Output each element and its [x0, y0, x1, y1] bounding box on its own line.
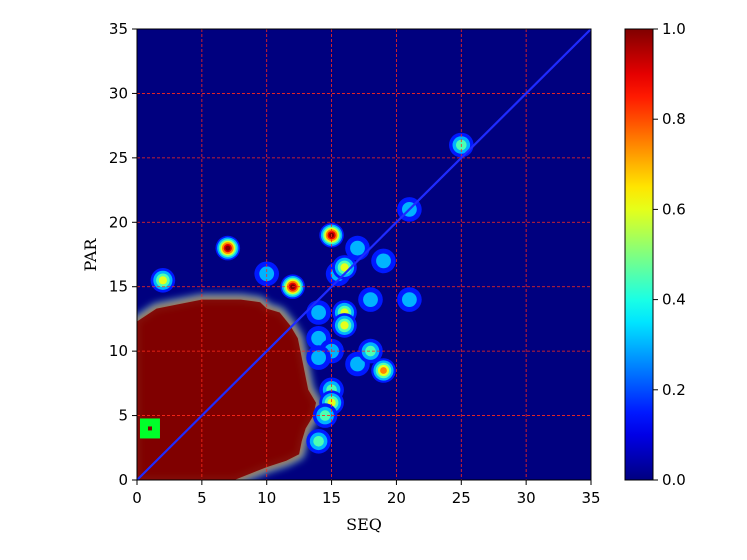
x-tick-label: 0	[132, 489, 142, 507]
hotspot-ring	[350, 356, 365, 372]
x-tick-label: 10	[257, 489, 276, 507]
hotspot	[358, 338, 383, 364]
x-axis: 0 5 10 15 20 25 30 35	[132, 480, 601, 507]
hotspot-ring	[376, 253, 391, 269]
y-tick-label: 0	[118, 471, 128, 489]
marker-center	[147, 426, 152, 431]
y-tick-label: 10	[109, 342, 128, 360]
plot-frame	[136, 28, 592, 481]
hotspot	[371, 358, 396, 383]
y-tick-label: 30	[109, 84, 128, 102]
hotspot	[150, 268, 176, 293]
colorbar-tick-label: 0.6	[662, 200, 686, 218]
y-axis: 0 5 10 15 20 25 30 35	[109, 20, 137, 489]
hotspot	[332, 255, 357, 280]
x-tick-label: 35	[581, 489, 600, 507]
y-tick-label: 25	[109, 149, 128, 167]
y-axis-label: PAR	[81, 238, 100, 272]
hotspot	[397, 287, 422, 312]
x-tick-label: 15	[322, 489, 341, 507]
hotspot-ring	[363, 292, 378, 307]
hotspot-ring	[365, 345, 376, 357]
x-tick-label: 20	[387, 489, 406, 507]
x-tick-label: 5	[197, 489, 207, 507]
hotspot-ring	[259, 266, 275, 282]
overlay-layer	[137, 29, 591, 480]
colorbar-tick-label: 0.0	[662, 471, 686, 489]
hotspot-ring	[158, 276, 167, 285]
y-tick-label: 20	[109, 213, 128, 231]
hotspot	[332, 313, 357, 338]
x-tick-label: 25	[452, 489, 471, 507]
colorbar-tick-label: 0.4	[662, 291, 686, 309]
hotspot-ring	[311, 330, 326, 346]
hotspot-ring	[340, 321, 349, 330]
colorbar-tick-label: 0.8	[662, 110, 686, 128]
colorbar-gradient	[624, 28, 654, 481]
hotspot-ring	[402, 292, 417, 307]
colorbar: 0.0 0.2 0.4 0.6 0.8 1.0	[624, 20, 686, 489]
hotspot	[306, 429, 331, 454]
hotspot	[306, 300, 331, 325]
colorbar-tick-label: 0.2	[662, 381, 686, 399]
y-tick-label: 15	[109, 278, 128, 296]
hotspot-ring	[340, 263, 349, 272]
hotspot	[358, 287, 383, 312]
hotspot-ring	[311, 305, 326, 320]
hotspot	[254, 261, 279, 287]
hotspot	[306, 345, 331, 370]
hotspot-ring	[225, 245, 231, 251]
hotspot-ring	[311, 350, 326, 365]
plot-area	[136, 28, 592, 481]
colorbar-ticks: 0.0 0.2 0.4 0.6 0.8 1.0	[653, 20, 686, 489]
diagonal-line	[137, 29, 591, 480]
hotspot-ring	[380, 367, 387, 374]
hotspot-ring	[313, 436, 324, 447]
grid-lines	[137, 29, 591, 480]
hotspot-ring	[350, 240, 365, 256]
hotspot-ring	[319, 410, 331, 421]
y-tick-label: 35	[109, 20, 128, 38]
x-axis-label: SEQ	[346, 515, 382, 534]
hotspot	[215, 235, 241, 261]
hotspot	[345, 235, 370, 261]
y-tick-label: 5	[118, 407, 128, 425]
x-tick-label: 30	[517, 489, 536, 507]
hotspot	[371, 248, 396, 274]
colorbar-tick-label: 1.0	[662, 20, 686, 38]
